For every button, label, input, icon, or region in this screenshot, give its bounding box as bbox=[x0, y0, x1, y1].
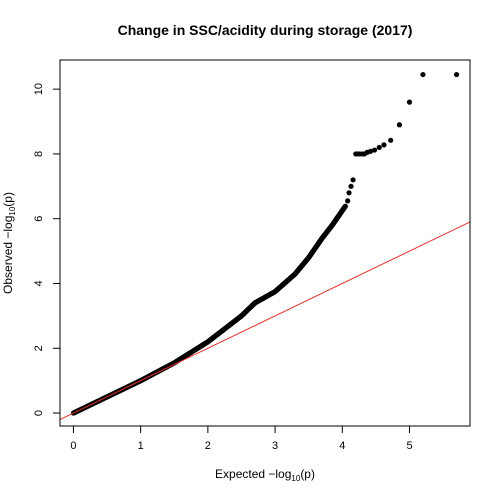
x-axis-label-subscript: 10 bbox=[291, 474, 300, 483]
x-tick-label: 1 bbox=[138, 440, 144, 452]
y-tick-label: 4 bbox=[33, 280, 45, 286]
x-axis-label-suffix: (p) bbox=[300, 467, 315, 481]
data-point bbox=[376, 144, 382, 151]
x-tick-label: 3 bbox=[272, 440, 278, 452]
reference-line-layer bbox=[59, 221, 471, 420]
data-point bbox=[342, 203, 348, 209]
y-tick-label: 8 bbox=[33, 151, 45, 157]
x-axis-label: Expected −log10(p) bbox=[215, 467, 315, 483]
x-tick-label: 4 bbox=[339, 440, 345, 452]
data-point bbox=[381, 142, 387, 148]
data-point bbox=[346, 190, 352, 196]
y-tick-label: 0 bbox=[33, 410, 45, 416]
y-axis: 0 2 4 6 8 10 bbox=[33, 83, 60, 416]
data-point bbox=[396, 122, 403, 128]
x-tick-label: 5 bbox=[406, 440, 412, 452]
y-tick-label: 2 bbox=[33, 345, 45, 351]
y-tick-label: 10 bbox=[33, 83, 45, 95]
y-axis-label-prefix: Observed −log bbox=[1, 216, 15, 294]
y-axis-label-suffix: (p) bbox=[1, 192, 15, 207]
y-tick-label: 6 bbox=[33, 216, 45, 222]
data-point bbox=[371, 147, 378, 153]
data-point bbox=[453, 71, 460, 78]
chart-title: Change in SSC/acidity during storage (20… bbox=[118, 22, 413, 38]
data-point bbox=[350, 177, 356, 183]
x-axis: 0 1 2 3 4 5 bbox=[70, 426, 413, 452]
data-point bbox=[388, 137, 394, 143]
data-point bbox=[345, 198, 351, 204]
data-point bbox=[420, 71, 426, 78]
x-tick-label: 0 bbox=[70, 440, 76, 452]
points-layer bbox=[70, 71, 460, 416]
data-point bbox=[406, 99, 413, 105]
plot-frame bbox=[59, 59, 471, 427]
x-tick-label: 2 bbox=[205, 440, 211, 452]
data-point bbox=[348, 183, 354, 189]
data-point bbox=[367, 148, 374, 154]
x-axis-label-prefix: Expected −log bbox=[215, 467, 291, 481]
y-axis-label-subscript: 10 bbox=[8, 206, 17, 215]
reference-line bbox=[59, 221, 471, 420]
y-axis-label: Observed −log10(p) bbox=[1, 192, 17, 294]
